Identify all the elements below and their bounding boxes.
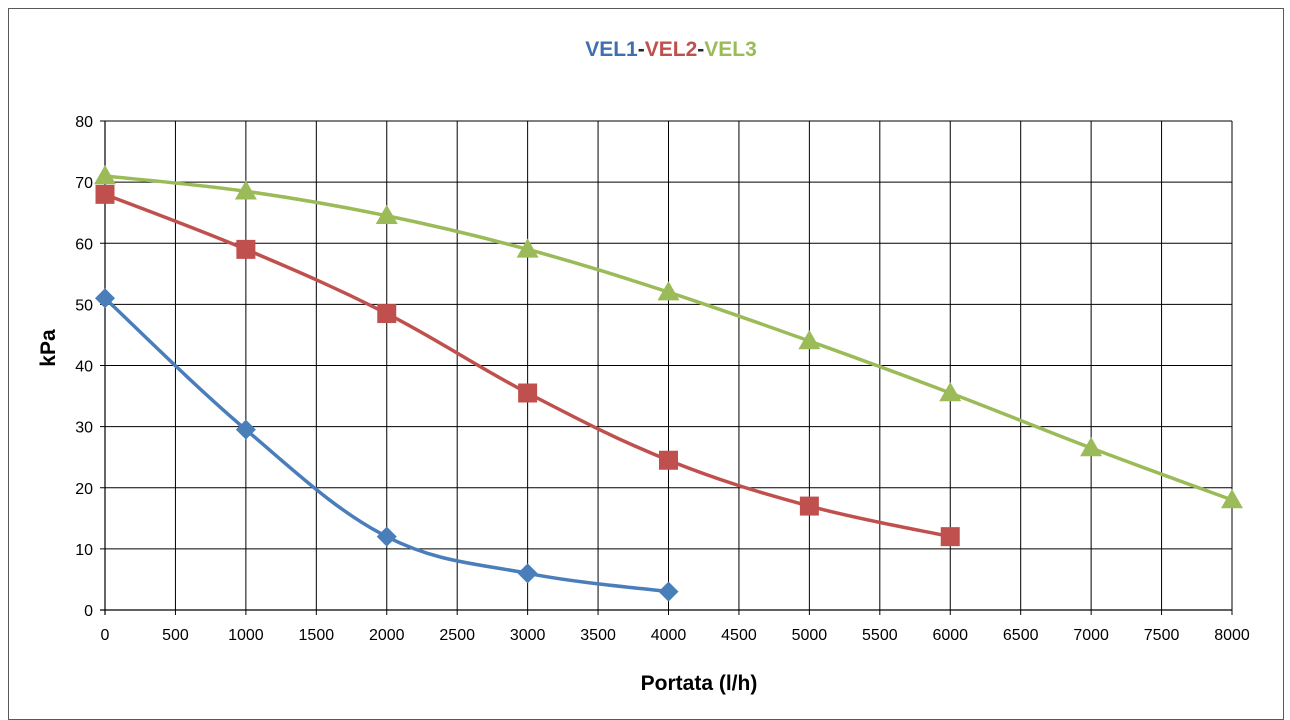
y-tick-label: 80 [75, 114, 93, 131]
series-2 [95, 184, 960, 547]
series-3 [94, 165, 1243, 509]
x-tick-label: 4000 [651, 627, 687, 644]
chart-title-part: VEL1 [585, 38, 638, 61]
data-point-square [518, 383, 538, 403]
y-tick-label: 60 [75, 236, 93, 253]
data-point-triangle [516, 238, 539, 258]
x-tick-label: 2000 [369, 627, 405, 644]
data-point-triangle [657, 281, 680, 301]
data-point-square [799, 496, 819, 516]
data-point-square [940, 527, 960, 547]
chart-title-part: VEL3 [704, 38, 757, 61]
x-tick-label: 3000 [510, 627, 546, 644]
x-axis-title: Portata (l/h) [641, 672, 758, 695]
y-tick-labels: 0 10 20 30 40 50 60 70 80 [75, 114, 93, 620]
x-tick-label: 6000 [932, 627, 968, 644]
y-axis-title: kPa [37, 329, 60, 367]
x-tick-label: 500 [162, 627, 189, 644]
data-point-triangle [939, 382, 962, 402]
x-tick-label: 5000 [792, 627, 828, 644]
data-point-diamond [376, 526, 397, 547]
y-tick-label: 10 [75, 542, 93, 559]
y-tick-label: 0 [84, 603, 93, 620]
data-point-triangle [1080, 437, 1103, 457]
data-point-diamond [235, 419, 256, 440]
data-point-diamond [95, 288, 115, 309]
x-tick-label: 2500 [439, 627, 475, 644]
data-point-triangle [94, 165, 116, 185]
data-point-diamond [658, 581, 679, 602]
data-point-triangle [234, 180, 257, 200]
x-tick-labels: 0 500 1000 1500 2000 2500 3000 3500 4000 4500 5000… [101, 627, 1250, 644]
x-tick-label: 7000 [1073, 627, 1109, 644]
x-tick-label: 7500 [1144, 627, 1180, 644]
series-1 [95, 288, 679, 602]
data-point-triangle [798, 330, 821, 350]
data-point-square [236, 239, 256, 259]
x-tick-label: 5500 [862, 627, 898, 644]
data-point-square [95, 184, 115, 204]
data-point-square [659, 450, 678, 470]
chart-frame [8, 8, 1284, 720]
y-tick-label: 20 [75, 481, 93, 498]
x-tick-label: 0 [101, 627, 110, 644]
data-point-triangle [375, 204, 398, 224]
chart-title-part: - [638, 38, 645, 61]
x-tick-label: 1000 [228, 627, 264, 644]
y-tick-label: 30 [75, 420, 93, 437]
y-tick-label: 50 [75, 297, 93, 314]
x-tick-label: 4500 [721, 627, 757, 644]
x-tick-label: 6500 [1003, 627, 1039, 644]
chart-title-part: VEL2 [645, 38, 698, 61]
data-point-diamond [517, 563, 538, 584]
x-tick-label: 8000 [1214, 627, 1250, 644]
y-tick-label: 70 [75, 175, 93, 192]
y-tick-label: 40 [75, 359, 93, 376]
series [94, 165, 1243, 602]
x-tick-label: 3500 [580, 627, 616, 644]
data-point-square [377, 304, 397, 324]
x-tick-label: 1500 [299, 627, 335, 644]
data-point-triangle [1221, 488, 1243, 509]
chart-title: VEL1-VEL2-VEL3 [585, 38, 757, 61]
chart-title-part: - [697, 38, 704, 61]
